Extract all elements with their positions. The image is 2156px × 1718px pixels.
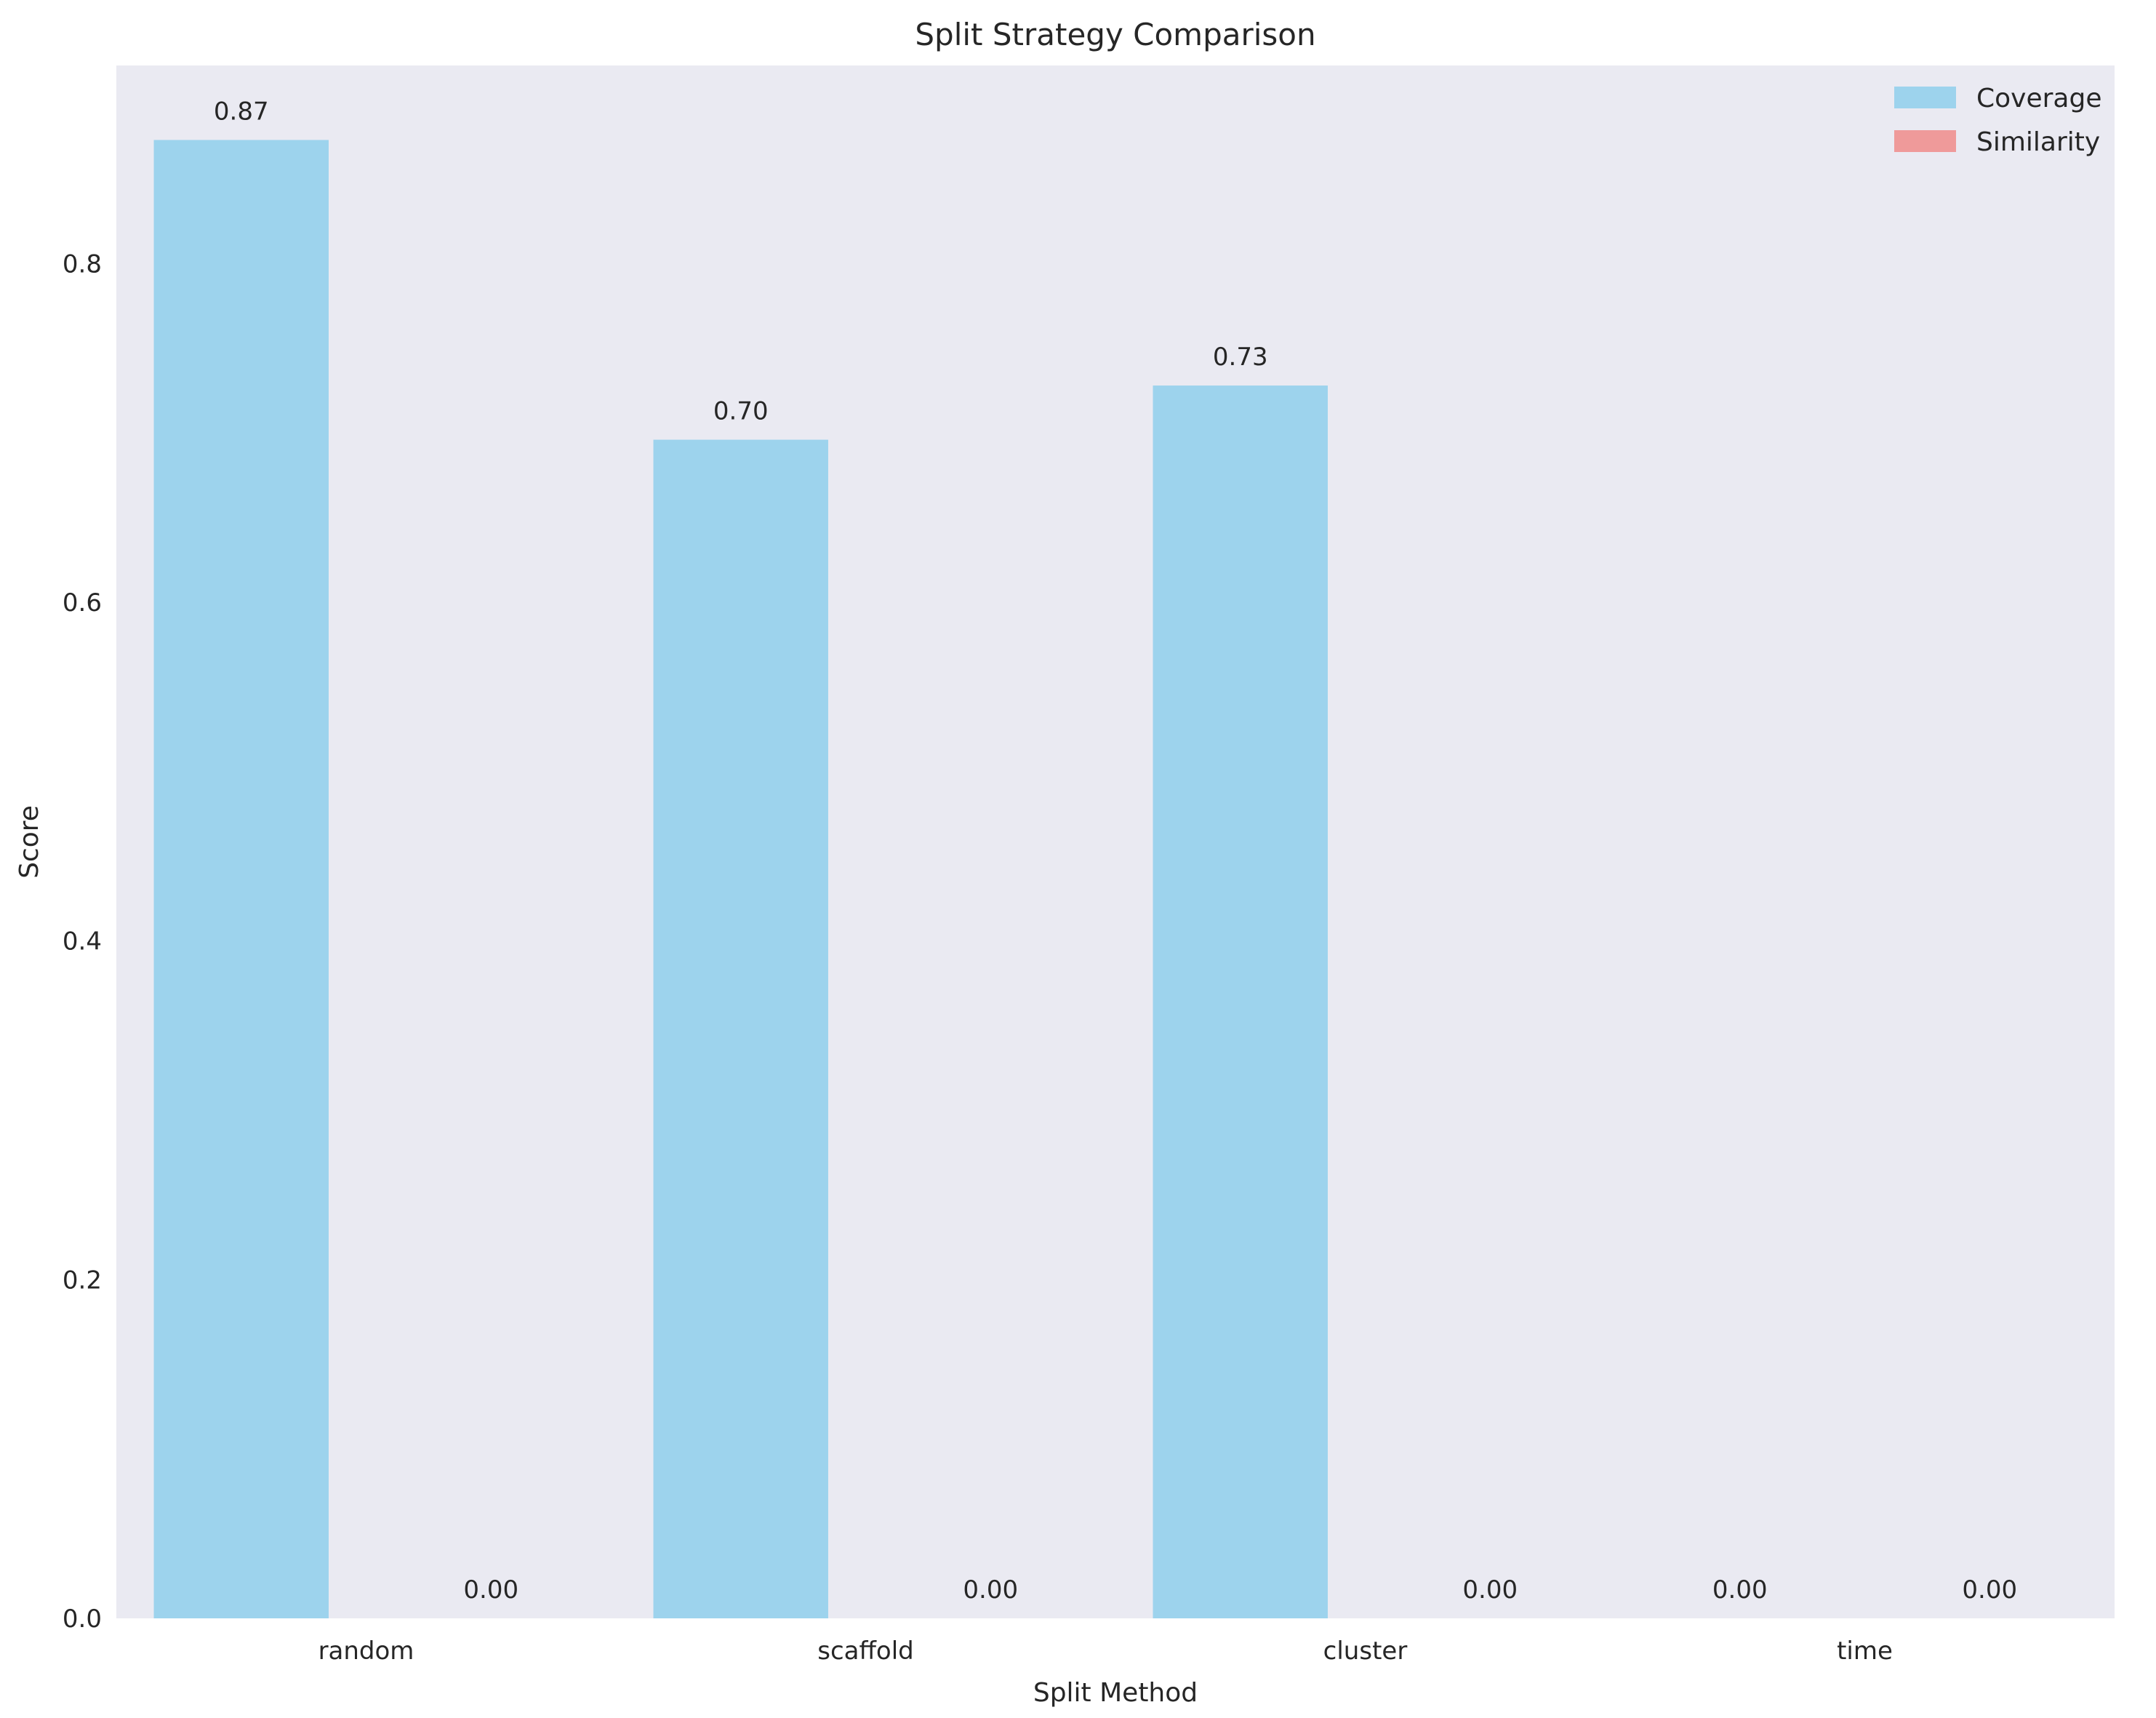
bar-coverage-cluster [1153,385,1328,1619]
bar-coverage-random [153,140,329,1618]
y-tick-label: 0.8 [63,249,102,279]
x-tick-label-cluster: cluster [1323,1637,1408,1666]
chart-title: Split Strategy Comparison [915,17,1315,52]
data-label-coverage-random: 0.87 [214,97,269,126]
data-labels-group: 0.87 0.70 0.73 0.00 0.00 0.00 0.00 0.00 [214,97,2017,1605]
x-axis-label: Split Method [1033,1678,1198,1708]
y-tick-label: 0.0 [63,1605,102,1634]
bars-group [153,140,1328,1619]
x-tick-label-time: time [1837,1637,1893,1666]
y-tick-label: 0.6 [63,588,102,618]
legend-label-similarity: Similarity [1976,127,2100,157]
x-tick-label-random: random [318,1637,414,1666]
plot-area [116,65,2115,1618]
y-tick-label: 0.2 [63,1266,102,1295]
legend-label-coverage: Coverage [1976,84,2101,113]
legend-swatch-coverage [1894,87,1956,108]
y-axis: 0.0 0.2 0.4 0.6 0.8 [63,249,102,1634]
y-axis-label: Score [15,805,44,879]
data-label-coverage-scaffold: 0.70 [713,397,769,426]
legend: Coverage Similarity [1894,84,2101,157]
data-label-similarity-scaffold: 0.00 [963,1575,1018,1605]
data-label-similarity-random: 0.00 [463,1575,518,1605]
x-axis: random scaffold cluster time [318,1637,1893,1666]
y-tick-label: 0.4 [63,927,102,956]
legend-swatch-similarity [1894,130,1956,152]
data-label-similarity-time: 0.00 [1962,1575,2017,1605]
data-label-coverage-time: 0.00 [1712,1575,1768,1605]
data-label-similarity-cluster: 0.00 [1462,1575,1518,1605]
x-tick-label-scaffold: scaffold [817,1637,914,1666]
data-label-coverage-cluster: 0.73 [1213,343,1268,372]
bar-coverage-scaffold [653,439,828,1618]
